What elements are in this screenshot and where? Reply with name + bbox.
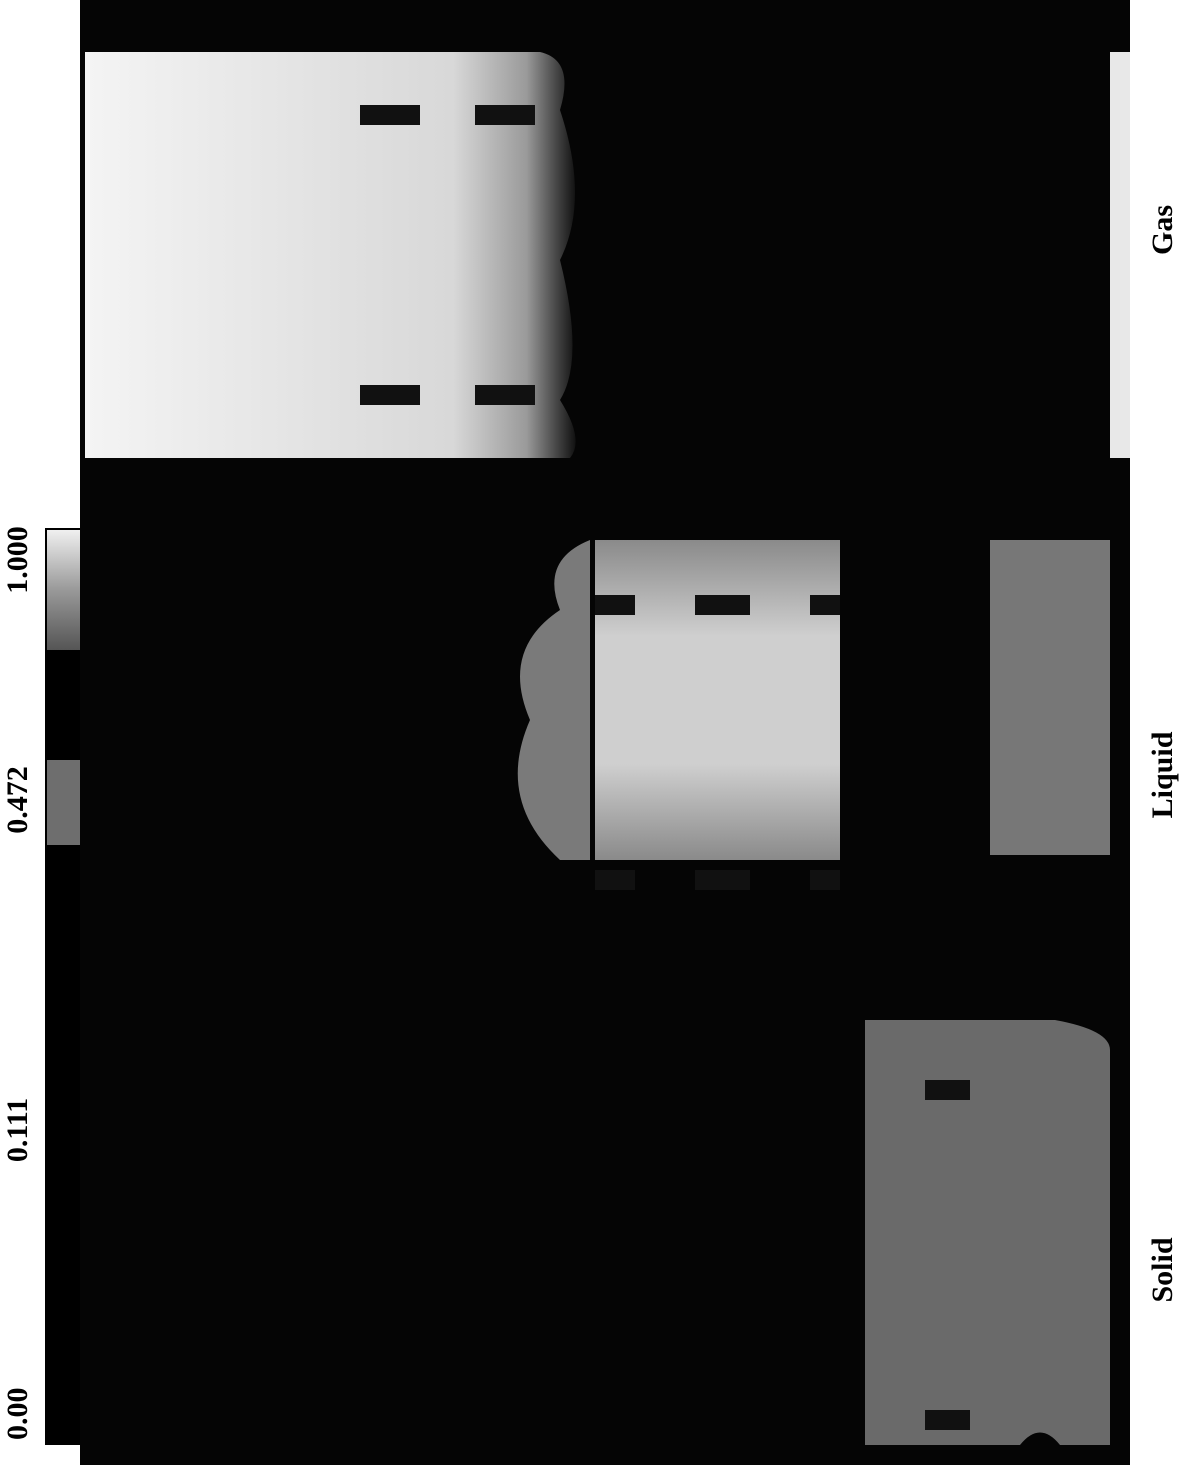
- colorbar-tick-label: 0.472: [1, 766, 34, 834]
- baffle: [925, 1080, 970, 1100]
- liquid-bottom-layer: [990, 540, 1110, 855]
- gas-bottom-layer: [1110, 52, 1130, 458]
- baffle: [475, 105, 535, 125]
- baffle: [925, 1410, 970, 1430]
- baffle: [360, 385, 420, 405]
- colorbar-mid: [47, 760, 81, 845]
- baffle: [595, 870, 635, 890]
- liquid-panel: [518, 540, 1110, 890]
- baffle: [595, 595, 635, 615]
- baffle: [810, 595, 840, 615]
- baffle: [695, 595, 750, 615]
- solid-panel: [865, 1020, 1110, 1445]
- colorbar-tick-label: 0.00: [1, 1388, 34, 1441]
- colorbar-tick-label: 1.000: [1, 526, 34, 594]
- liquid-field: [595, 540, 840, 860]
- baffle: [360, 105, 420, 125]
- figure: 0.00 0.111 0.472 1.000 Gas Liquid Solid: [0, 0, 1193, 1471]
- solid-field: [865, 1020, 1110, 1445]
- baffle: [810, 870, 840, 890]
- colorbar: [45, 528, 83, 1445]
- panel-label: Gas: [1146, 205, 1179, 255]
- baffle: [695, 870, 750, 890]
- panel-label: Solid: [1146, 1237, 1179, 1302]
- colorbar-light: [47, 530, 81, 650]
- colorbar-body: [45, 528, 83, 1445]
- colorbar-tick-label: 0.111: [1, 1098, 34, 1162]
- panel-label: Liquid: [1146, 731, 1179, 818]
- baffle: [475, 385, 535, 405]
